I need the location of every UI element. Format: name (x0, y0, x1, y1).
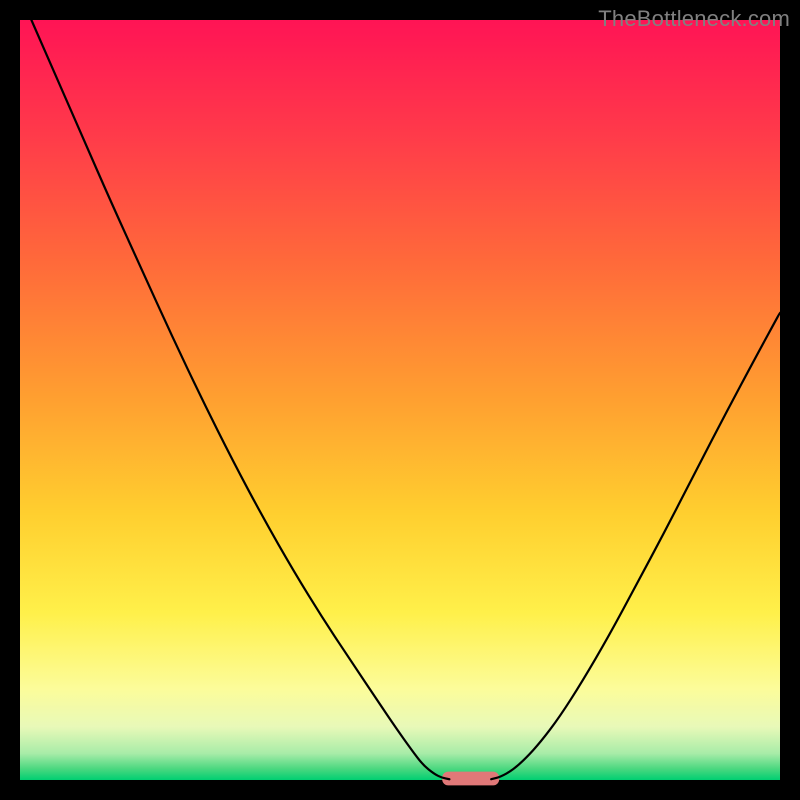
chart-background-gradient (20, 20, 780, 780)
watermark-text: TheBottleneck.com (598, 6, 790, 32)
bottleneck-chart: TheBottleneck.com (0, 0, 800, 800)
chart-svg (0, 0, 800, 800)
